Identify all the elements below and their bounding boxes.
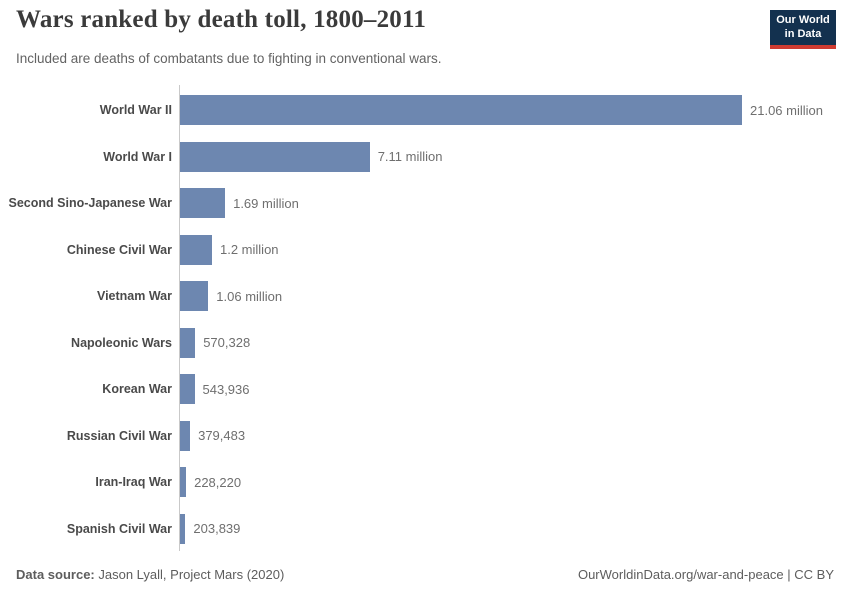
bar-label: Chinese Civil War — [66, 242, 172, 257]
chart-row: Second Sino-Japanese War 1.69 million — [0, 180, 850, 227]
bar-value: 228,220 — [194, 474, 242, 490]
chart-row: World War I 7.11 million — [0, 134, 850, 181]
chart-row: Korean War 543,936 — [0, 366, 850, 413]
bar-label: Vietnam War — [96, 289, 172, 304]
chart-row: Spanish Civil War 203,839 — [0, 506, 850, 553]
bar[interactable] — [180, 420, 191, 451]
page-subtitle: Included are deaths of combatants due to… — [16, 51, 442, 66]
chart-rows: World War II 21.06 million World War I 7… — [0, 87, 850, 552]
bar-value: 1.2 million — [220, 242, 279, 258]
bar-value: 543,936 — [202, 381, 250, 397]
bar-label: Spanish Civil War — [66, 521, 172, 536]
bar-label: Second Sino-Japanese War — [8, 196, 172, 211]
bar[interactable] — [180, 234, 212, 265]
bar-label: Russian Civil War — [66, 428, 172, 443]
bar-value: 203,839 — [193, 521, 241, 537]
bar[interactable] — [180, 141, 370, 172]
chart-row: Chinese Civil War 1.2 million — [0, 227, 850, 274]
chart-footer: Data source: Jason Lyall, Project Mars (… — [16, 567, 834, 582]
owid-logo-line2: in Data — [784, 27, 822, 40]
page-title: Wars ranked by death toll, 1800–2011 — [16, 6, 427, 33]
bar-value: 1.06 million — [216, 288, 283, 304]
chart-row: Iran-Iraq War 228,220 — [0, 459, 850, 506]
chart-row: Russian Civil War 379,483 — [0, 413, 850, 460]
owid-logo-line1: Our World — [776, 14, 830, 26]
chart-row: Vietnam War 1.06 million — [0, 273, 850, 320]
bar-label: Korean War — [102, 382, 172, 397]
bar[interactable] — [180, 374, 195, 405]
bar-chart: World War II 21.06 million World War I 7… — [0, 85, 850, 552]
data-source: Data source: Jason Lyall, Project Mars (… — [16, 567, 284, 582]
bar[interactable] — [180, 467, 187, 498]
bar[interactable] — [180, 95, 742, 126]
footer-attribution: OurWorldinData.org/war-and-peace | CC BY — [577, 567, 834, 582]
bar-label: World War II — [99, 103, 172, 118]
data-source-label: Data source: — [16, 567, 95, 582]
chart-row: World War II 21.06 million — [0, 87, 850, 134]
bar-value: 7.11 million — [377, 149, 443, 165]
bar[interactable] — [180, 188, 226, 219]
data-source-text: Jason Lyall, Project Mars (2020) — [98, 567, 285, 582]
bar-label: Iran-Iraq War — [95, 475, 172, 490]
bar-value: 21.06 million — [750, 102, 823, 118]
owid-logo[interactable]: Our World in Data — [770, 10, 836, 49]
y-axis-line — [179, 85, 180, 551]
bar-label: Napoleonic Wars — [71, 335, 172, 350]
bar[interactable] — [180, 513, 186, 544]
bar[interactable] — [180, 327, 196, 358]
bar-label: World War I — [103, 149, 172, 164]
bar-value: 570,328 — [203, 335, 251, 351]
chart-row: Napoleonic Wars 570,328 — [0, 320, 850, 367]
bar-value: 379,483 — [198, 428, 246, 444]
bar[interactable] — [180, 281, 209, 312]
bar-value: 1.69 million — [233, 195, 299, 211]
